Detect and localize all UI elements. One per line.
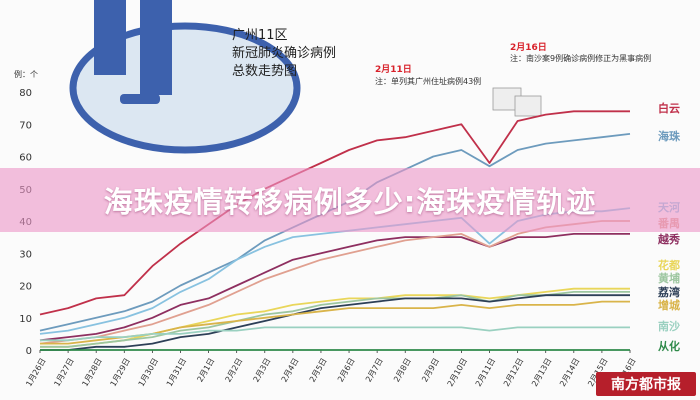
- series-line-荔湾: [40, 294, 630, 351]
- x-tick-label: 2月12日: [502, 357, 525, 389]
- series-line-南沙: [40, 326, 630, 342]
- x-tick-label: 2月5日: [308, 357, 329, 384]
- y-axis-unit-label: 例：个: [14, 70, 38, 79]
- series-label-荔湾: 荔湾: [657, 285, 680, 299]
- x-tick-label: 2月6日: [336, 357, 357, 384]
- x-tick-label: 2月1日: [195, 357, 216, 384]
- series-label-增城: 增城: [658, 298, 680, 312]
- series-line-黄埔: [40, 291, 630, 348]
- series-label-越秀: 越秀: [657, 232, 680, 246]
- x-tick-label: 1月31日: [165, 357, 188, 389]
- y-tick-label: 10: [19, 314, 32, 325]
- chart-title: 广州11区 新冠肺炎确诊病例 总数走势图: [232, 27, 336, 81]
- annotation-note-1: 注：单列其广州住址病例43例: [375, 77, 482, 86]
- headline-banner: 海珠疫情转移病例多少:海珠疫情轨迹: [0, 168, 700, 232]
- source-badge: 南方都市报: [596, 372, 696, 396]
- annotation-date-2: 2月16日: [510, 43, 547, 53]
- x-tick-label: 2月3日: [252, 357, 273, 384]
- series-label-黄埔: 黄埔: [658, 271, 680, 285]
- series-line-白云: [39, 110, 630, 316]
- y-tick-label: 30: [19, 249, 32, 260]
- x-tick-label: 2月13日: [530, 357, 553, 389]
- annotation-date-1: 2月11日: [375, 65, 412, 75]
- x-tick-label: 1月26日: [24, 357, 47, 389]
- annotation-note-icon: [514, 95, 542, 117]
- series-label-从化: 从化: [658, 339, 680, 353]
- decorative-person-icon: [69, 22, 301, 154]
- x-tick-label: 2月9日: [420, 357, 441, 384]
- x-tick-label: 2月4日: [280, 357, 301, 384]
- x-tick-label: 2月7日: [364, 357, 385, 384]
- headline-text: 海珠疫情转移病例多少:海珠疫情轨迹: [103, 185, 597, 219]
- decorative-person-icon: [120, 94, 160, 104]
- x-tick-label: 2月14日: [558, 357, 581, 389]
- y-tick-label: 60: [19, 153, 32, 164]
- y-tick-label: 20: [19, 282, 32, 293]
- x-tick-label: 2月2日: [224, 357, 245, 384]
- y-tick-label: 80: [19, 88, 32, 99]
- chart-title-line-3: 总数走势图: [232, 64, 298, 79]
- x-tick-label: 1月30日: [137, 357, 160, 389]
- x-tick-label: 1月27日: [52, 357, 75, 389]
- x-tick-label: 1月29日: [109, 357, 132, 389]
- series-label-白云: 白云: [658, 101, 680, 115]
- x-tick-label: 2月8日: [392, 357, 413, 384]
- x-tick-label: 2月11日: [474, 357, 497, 389]
- decorative-person-icon: [94, 0, 126, 75]
- series-line-越秀: [39, 233, 630, 342]
- chart-title-line-1: 广州11区: [232, 28, 288, 43]
- decorative-person-icon: [140, 0, 172, 95]
- x-tick-label: 2月10日: [446, 357, 469, 389]
- y-tick-label: 70: [19, 120, 32, 131]
- annotation-note-2: 注：南沙案9例确诊病例修正为黑事病例: [510, 54, 652, 63]
- x-tick-label: 1月28日: [80, 357, 103, 389]
- series-line-花都: [40, 287, 630, 348]
- y-tick-label: 0: [26, 346, 32, 357]
- series-label-海珠: 海珠: [658, 129, 681, 143]
- series-label-花都: 花都: [658, 258, 680, 272]
- chart-title-line-2: 新冠肺炎确诊病例: [232, 46, 337, 61]
- series-label-南沙: 南沙: [658, 319, 680, 333]
